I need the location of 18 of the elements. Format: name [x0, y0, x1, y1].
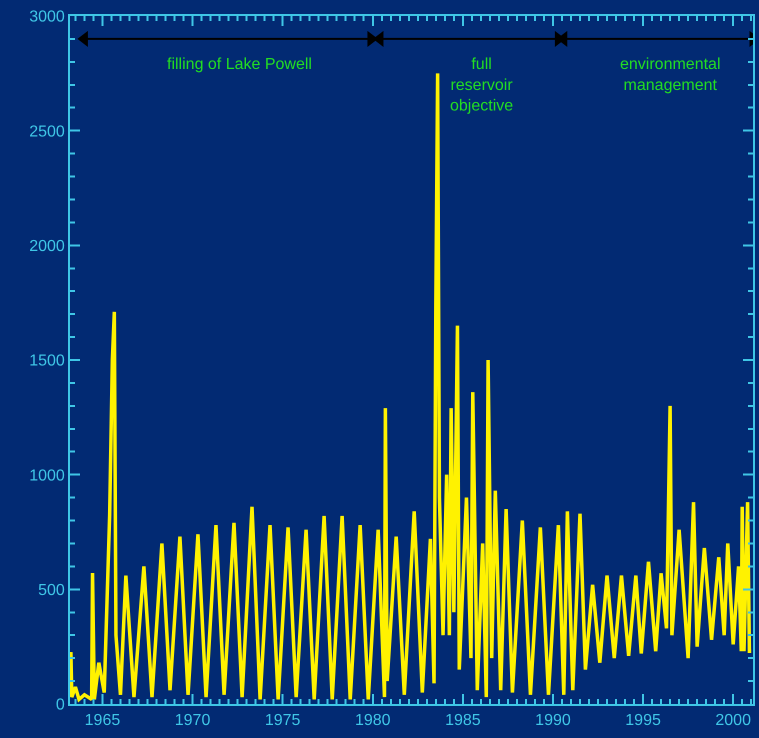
y-tick-label: 1000 — [29, 467, 65, 484]
annotation: full reservoir objective — [450, 56, 514, 115]
y-tick-label: 0 — [56, 696, 65, 714]
annotation: filling of Lake Powell — [167, 56, 312, 73]
x-tick-label: 2000 — [715, 712, 752, 730]
y-tick-label: 2500 — [29, 123, 65, 140]
x-tick-label: 1985 — [445, 712, 481, 730]
annotation: environmental management — [620, 56, 720, 94]
y-tick-label: 500 — [38, 582, 65, 599]
x-tick-label: 1995 — [625, 712, 661, 730]
y-tick-label: 3000 — [29, 8, 65, 26]
x-tick-label: 1965 — [84, 712, 120, 730]
y-tick-label: 2000 — [29, 238, 65, 255]
x-tick-label: 1975 — [264, 712, 301, 730]
x-tick-label: 1990 — [535, 712, 571, 730]
y-tick-label: 1500 — [29, 352, 65, 370]
x-tick-label: 1970 — [174, 712, 210, 730]
x-tick-label: 1980 — [354, 712, 391, 730]
